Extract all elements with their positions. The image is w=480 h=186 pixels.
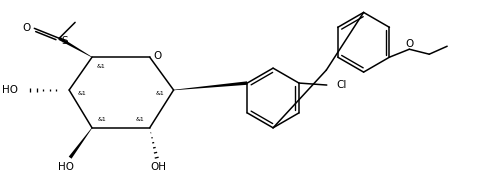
Polygon shape	[69, 128, 92, 159]
Text: &1: &1	[97, 117, 106, 122]
Text: HO: HO	[58, 162, 74, 172]
Text: O: O	[404, 39, 413, 49]
Text: &1: &1	[155, 92, 164, 97]
Text: Cl: Cl	[336, 80, 347, 90]
Text: &1: &1	[135, 117, 144, 122]
Text: O: O	[22, 23, 30, 33]
Text: O: O	[153, 51, 161, 61]
Polygon shape	[58, 37, 92, 57]
Text: OH: OH	[150, 162, 167, 172]
Text: &1: &1	[96, 64, 105, 69]
Polygon shape	[173, 81, 247, 90]
Text: &1: &1	[78, 92, 86, 97]
Text: S: S	[62, 36, 68, 46]
Text: HO: HO	[2, 85, 18, 95]
